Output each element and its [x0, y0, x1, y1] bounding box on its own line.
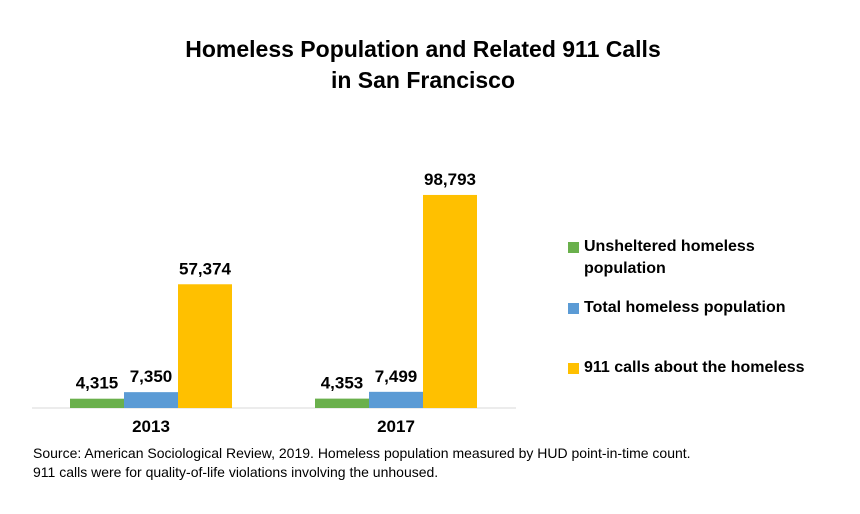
chart-title-line-1: Homeless Population and Related 911 Call…	[185, 36, 661, 62]
data-label-total-homeless-population-2017: 7,499	[375, 367, 418, 386]
bar-unsheltered-homeless-population-2013	[70, 398, 124, 408]
legend-item-911-calls: 911 calls about the homeless	[568, 357, 848, 379]
bar-total-homeless-population-2017	[369, 391, 423, 408]
legend-item-total: Total homeless population	[568, 297, 848, 319]
legend-item-unsheltered: Unsheltered homeless population	[568, 236, 848, 280]
data-label-911-calls-about-the-homeless-2013: 57,374	[179, 259, 232, 278]
source-note: Source: American Sociological Review, 20…	[33, 444, 833, 482]
bar-unsheltered-homeless-population-2017	[315, 398, 369, 408]
source-note-line-2: 911 calls were for quality-of-life viola…	[33, 464, 439, 480]
source-note-line-1: Source: American Sociological Review, 20…	[33, 445, 691, 461]
legend-swatch-total	[568, 303, 579, 314]
legend-label-911-calls: 911 calls about the homeless	[584, 359, 805, 376]
data-label-911-calls-about-the-homeless-2017: 98,793	[424, 170, 476, 189]
data-label-total-homeless-population-2013: 7,350	[130, 367, 173, 386]
legend-swatch-911-calls	[568, 363, 579, 374]
legend-label-unsheltered-line-1: Unsheltered homeless	[584, 238, 755, 255]
data-label-unsheltered-homeless-population-2013: 4,315	[76, 374, 119, 393]
chart-title: Homeless Population and Related 911 Call…	[0, 34, 846, 96]
bar-total-homeless-population-2013	[124, 392, 178, 408]
data-label-unsheltered-homeless-population-2017: 4,353	[321, 374, 364, 393]
legend-swatch-unsheltered	[568, 242, 579, 253]
category-label-2013: 2013	[132, 417, 170, 436]
chart-title-line-2: in San Francisco	[330, 67, 516, 93]
category-label-2017: 2017	[377, 417, 415, 436]
legend-label-total: Total homeless population	[584, 299, 786, 316]
legend-label-unsheltered-line-2: population	[584, 260, 666, 277]
bar-911-calls-about-the-homeless-2017	[423, 194, 477, 408]
bar-911-calls-about-the-homeless-2013	[178, 284, 232, 408]
